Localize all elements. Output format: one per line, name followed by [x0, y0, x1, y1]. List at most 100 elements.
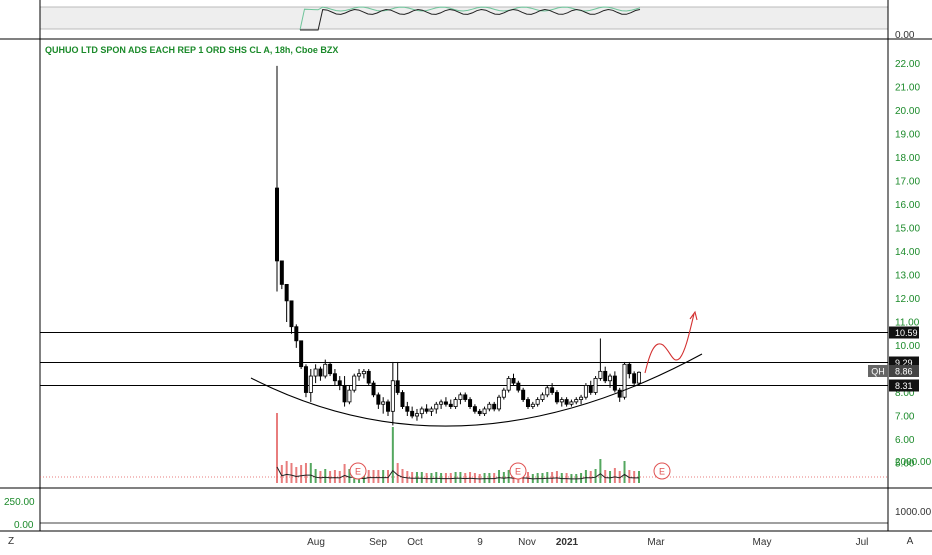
time-axis-tick: 9 [477, 537, 483, 548]
volume-bar [415, 472, 418, 483]
candle-body [386, 401, 391, 412]
candle-body [598, 370, 603, 379]
horizontal-levels[interactable]: 10.59 9.29 8.31 [40, 326, 919, 392]
cup-pattern-curve [250, 353, 703, 427]
lower-pane-y-tick: 250.00 [4, 497, 35, 508]
candle-body [516, 382, 521, 391]
candle-body [414, 413, 419, 417]
volume-bar [290, 463, 293, 483]
candle-body [381, 401, 386, 405]
candles [274, 65, 642, 426]
candle-body [347, 389, 352, 403]
oscillator-pane: 0.00 [40, 6, 915, 41]
candle-body [342, 385, 347, 403]
candle-body [637, 371, 642, 384]
last-price-tag: QH 8.86 [868, 365, 919, 377]
level-price-label: 8.31 [895, 381, 913, 391]
projection-arrow-head [689, 310, 698, 321]
candle-body [308, 375, 313, 393]
candle-body [434, 403, 439, 410]
candle-body [448, 403, 453, 407]
price-axis-tick: 11.00 [895, 318, 920, 329]
candle-body [405, 406, 410, 412]
volume-bar [444, 473, 447, 483]
candle-body [328, 363, 333, 375]
candle-body [608, 375, 613, 382]
candle-body [313, 368, 318, 377]
volume-bar [459, 472, 462, 483]
earnings-marker[interactable]: E [653, 462, 671, 480]
volume-bar [411, 472, 414, 483]
volume-bar [430, 473, 433, 483]
volume-bar [280, 465, 283, 483]
candle-body [357, 373, 362, 377]
candle-body [453, 399, 458, 407]
chart-title: QUHUO LTD SPON ADS EACH REP 1 ORD SHS CL… [45, 45, 338, 55]
candle-body [395, 380, 400, 393]
level-price-tag [889, 326, 919, 339]
volume-bar [285, 461, 288, 483]
volume-bar [377, 470, 380, 483]
volume-bar [599, 459, 602, 483]
svg-text:E: E [515, 467, 521, 477]
oscillator-main-line [300, 8, 641, 31]
time-axis[interactable]: Aug Sep Oct 9 Nov 2021 Mar May Jul [307, 537, 868, 548]
candle-body [323, 363, 328, 377]
candle-body [371, 382, 376, 396]
candle-body [540, 394, 545, 400]
zoom-button[interactable]: Z [7, 536, 15, 547]
price-axis-tick: 20.00 [895, 106, 920, 117]
volume-bar [454, 472, 457, 483]
level-price-tag [889, 379, 919, 392]
time-axis-tick: Jul [856, 537, 869, 548]
oscillator-band [40, 7, 888, 29]
price-axis-tick: 10.00 [895, 341, 920, 352]
volume-average-line [276, 466, 639, 480]
volume-bar [589, 471, 592, 483]
candle-body [332, 373, 337, 382]
price-axis-tick: 7.00 [895, 412, 915, 423]
volume-bar [526, 472, 529, 483]
volume-bar [560, 473, 563, 483]
candle-body [559, 399, 564, 403]
volume-bar [440, 473, 443, 483]
earnings-marker[interactable]: E [349, 462, 367, 480]
candle-body [554, 392, 559, 403]
candle-body [511, 377, 516, 384]
volume-bar [609, 471, 612, 483]
candle-body [482, 408, 487, 415]
svg-text:QH: QH [871, 367, 885, 377]
candle-body [579, 396, 584, 400]
volume-bar [435, 472, 438, 483]
candle-body [289, 300, 294, 328]
price-axis[interactable]: 22.00 21.00 20.00 19.00 18.00 17.00 16.00 15.00… [895, 59, 920, 470]
volume-bar [304, 463, 307, 483]
volume-bar [594, 469, 597, 483]
candle-body [303, 366, 308, 393]
candle-body [593, 377, 598, 393]
candle-body [603, 370, 608, 382]
time-axis-tick: Oct [407, 537, 423, 548]
volume-bar [633, 471, 636, 483]
volume-bar [324, 469, 327, 483]
auto-scale-button[interactable]: A [906, 536, 914, 547]
volume-bar [309, 463, 312, 483]
price-axis-tick: 5.00 [895, 459, 915, 470]
time-axis-tick: Mar [647, 537, 665, 548]
volume-bar [396, 463, 399, 483]
price-axis-tick: 15.00 [895, 224, 920, 235]
price-axis-tick: 14.00 [895, 247, 920, 258]
earnings-marker[interactable]: E [509, 462, 527, 480]
time-axis-tick: Sep [369, 537, 387, 548]
candle-body [279, 260, 284, 285]
volume-bar [628, 470, 631, 483]
candle-body [376, 394, 381, 405]
price-axis-tick: 13.00 [895, 271, 920, 282]
volume-bar [507, 470, 510, 483]
price-axis-tick: 12.00 [895, 294, 920, 305]
candle-body [419, 408, 424, 415]
volume-bar [425, 473, 428, 483]
volume-bar [329, 471, 332, 483]
candle-body [550, 387, 555, 393]
